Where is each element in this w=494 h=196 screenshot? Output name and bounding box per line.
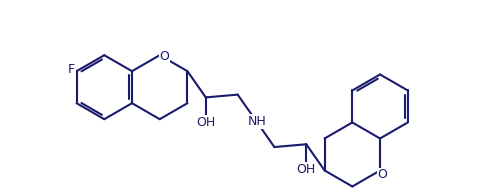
Text: OH: OH <box>196 116 215 129</box>
Text: F: F <box>68 63 75 76</box>
Text: O: O <box>378 168 388 181</box>
Text: NH: NH <box>247 115 266 128</box>
Text: O: O <box>160 50 169 63</box>
Text: OH: OH <box>296 163 316 176</box>
